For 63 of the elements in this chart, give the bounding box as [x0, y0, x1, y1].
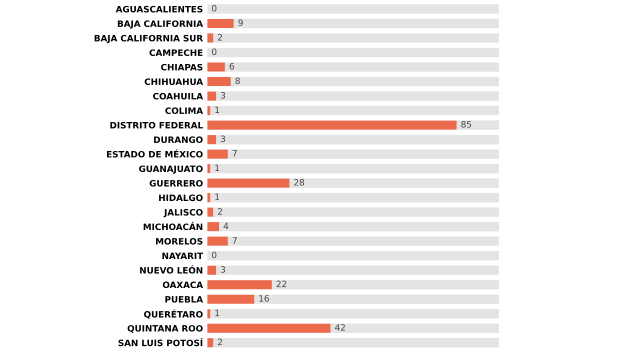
y-tick-label: QUINTANA ROO	[128, 325, 203, 333]
y-tick-label: NUEVO LEÓN	[140, 265, 202, 274]
data-label: 22	[276, 280, 286, 288]
bar	[207, 19, 234, 28]
data-label: 28	[294, 179, 304, 186]
y-tick-label: QUERÉTARO	[144, 309, 203, 319]
bar	[207, 34, 214, 43]
y-tick-label: COAHUILA	[153, 92, 204, 100]
y-tick-label: DURANGO	[154, 136, 203, 144]
y-tick-label: OAXACA	[162, 282, 204, 288]
data-label: 3	[220, 266, 226, 273]
y-tick-label: JALISCO	[164, 208, 203, 218]
y-tick-label: AGUASCALIENTES	[116, 6, 202, 12]
data-label: 3	[220, 136, 226, 142]
y-tick-label: MICHOACÁN	[144, 222, 202, 230]
data-label: 7	[232, 150, 237, 157]
data-label: 1	[215, 164, 220, 172]
y-tick-label: BAJA CALIFORNIA SUR	[94, 34, 203, 44]
y-tick-label: MORELOS	[156, 238, 202, 245]
y-tick-label: GUANAJUATO	[139, 165, 203, 174]
data-label: 3	[220, 92, 226, 99]
data-label: 1	[215, 310, 220, 316]
bar	[207, 338, 214, 348]
bar	[207, 208, 214, 217]
data-label: 42	[335, 324, 345, 331]
bar	[207, 222, 219, 232]
data-label: 0	[212, 252, 216, 258]
bar	[207, 77, 231, 86]
data-label: 16	[259, 295, 269, 302]
y-tick-label: ESTADO DE MÉXICO	[106, 149, 203, 158]
data-label: 6	[230, 62, 234, 70]
data-label: 8	[235, 77, 240, 84]
data-label: 85	[461, 121, 472, 128]
bar	[207, 266, 216, 275]
y-tick-label: DISTRITO FEDERAL	[110, 122, 203, 129]
data-label: 7	[232, 237, 237, 244]
bar	[207, 294, 254, 304]
data-label: 1	[215, 106, 220, 113]
bar	[207, 62, 225, 72]
y-tick-label: BAJA CALIFORNIA	[118, 20, 204, 29]
bar	[207, 178, 290, 188]
y-tick-label: HIDALGO	[159, 194, 203, 202]
data-label: 4	[224, 222, 228, 230]
bar	[207, 150, 228, 159]
y-tick-label: PUEBLA	[165, 296, 204, 303]
bar	[207, 92, 216, 101]
y-tick-label: CHIAPAS	[161, 64, 202, 70]
y-tick-label: GUERRERO	[150, 180, 203, 187]
data-label: 0	[212, 48, 216, 56]
data-label: 1	[215, 194, 220, 200]
y-tick-label: COLIMA	[165, 107, 204, 114]
y-tick-label: CAMPECHE	[150, 49, 202, 56]
y-tick-label: SAN LUIS POTOSÍ	[118, 338, 203, 346]
y-tick-label: NAYARIT	[162, 252, 204, 260]
bar	[207, 135, 216, 144]
bar	[207, 236, 228, 246]
bar	[207, 280, 272, 290]
data-label: 2	[218, 338, 222, 346]
data-label: 9	[238, 19, 243, 26]
y-tick-label: CHIHUAHUA	[144, 78, 204, 86]
data-label: 0	[212, 4, 216, 12]
data-label: 2	[218, 208, 222, 215]
data-label: 2	[218, 34, 222, 40]
